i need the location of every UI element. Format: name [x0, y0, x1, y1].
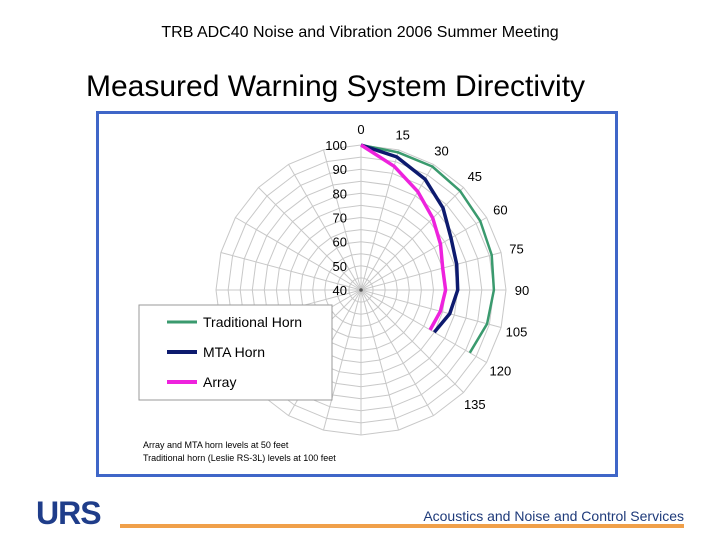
meeting-header: TRB ADC40 Noise and Vibration 2006 Summe… — [161, 24, 559, 41]
slide-title: Measured Warning System Directivity — [86, 70, 586, 103]
grid-spoke — [360, 289, 502, 328]
radial-tick-label: 90 — [333, 162, 347, 177]
radial-tick-labels: 40 50 60 70 80 90 100 — [325, 138, 347, 298]
footer-tagline: Acoustics and Noise and Control Services — [423, 508, 684, 524]
polar-chart: 40 50 60 70 80 90 100 0 15 30 45 60 75 90 105 120 135 T… — [138, 122, 529, 463]
series-line-mta-horn — [360, 143, 460, 334]
angle-tick-label: 45 — [468, 169, 482, 184]
legend-label-mta-horn: MTA Horn — [203, 344, 265, 360]
urs-logo-text: URS — [36, 497, 101, 527]
angle-tick-label: 0 — [357, 122, 364, 137]
footer-rule — [120, 524, 684, 528]
urs-logo: URS — [36, 497, 102, 527]
angle-tick-label: 120 — [490, 364, 512, 379]
chart-frame: 40 50 60 70 80 90 100 0 15 30 45 60 75 90 105 120 135 T… — [96, 111, 618, 477]
polar-center — [359, 288, 363, 292]
angle-tick-label: 90 — [515, 283, 529, 298]
legend-label-traditional-horn: Traditional Horn — [203, 314, 302, 330]
grid-spoke — [360, 289, 399, 431]
grid-spoke — [235, 217, 362, 291]
grid-spoke — [220, 252, 362, 291]
grid-spoke — [360, 289, 434, 416]
angle-tick-label: 30 — [434, 144, 448, 159]
chart-note-1: Array and MTA horn levels at 50 feet — [143, 440, 289, 450]
angle-tick-label: 15 — [395, 128, 409, 143]
grid-spoke — [288, 164, 362, 291]
chart-note-2: Traditional horn (Leslie RS-3L) levels a… — [143, 453, 336, 463]
grid-spoke — [360, 187, 464, 291]
radial-tick-label: 80 — [333, 186, 347, 201]
grid-spoke — [323, 289, 362, 431]
grid-spoke — [360, 217, 487, 291]
grid-spoke — [360, 252, 502, 291]
grid-spoke — [360, 149, 399, 291]
angle-tick-label: 75 — [509, 241, 523, 256]
grid-spoke — [360, 164, 434, 291]
radial-tick-label: 40 — [333, 283, 347, 298]
legend-label-array: Array — [203, 374, 236, 390]
grid-spoke — [323, 149, 362, 291]
grid-spoke — [258, 187, 362, 291]
legend: Traditional Horn MTA Horn Array — [138, 304, 333, 401]
radial-tick-label: 70 — [333, 211, 347, 226]
radial-tick-label: 100 — [325, 138, 347, 153]
angle-tick-label: 105 — [506, 325, 528, 340]
angle-tick-label: 60 — [493, 203, 507, 218]
grid-spoke — [360, 289, 464, 393]
angle-tick-labels: 0 15 30 45 60 75 90 105 120 135 — [357, 122, 529, 412]
angle-tick-label: 135 — [464, 397, 486, 412]
radial-tick-label: 50 — [333, 259, 347, 274]
series-lines — [360, 143, 496, 354]
series-line-array — [360, 143, 448, 331]
radial-tick-label: 60 — [333, 235, 347, 250]
series-line-traditional-horn — [360, 143, 496, 354]
grid-spoke — [360, 289, 487, 363]
